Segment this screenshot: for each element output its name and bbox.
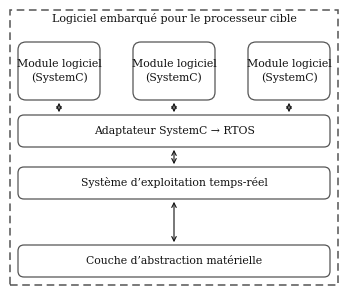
FancyBboxPatch shape bbox=[248, 42, 330, 100]
FancyBboxPatch shape bbox=[18, 167, 330, 199]
FancyBboxPatch shape bbox=[18, 115, 330, 147]
Text: Système d’exploitation temps-réel: Système d’exploitation temps-réel bbox=[81, 178, 267, 189]
Text: Logiciel embarqué pour le processeur cible: Logiciel embarqué pour le processeur cib… bbox=[52, 14, 296, 24]
Text: Module logiciel
(SystemC): Module logiciel (SystemC) bbox=[247, 59, 331, 83]
FancyBboxPatch shape bbox=[18, 42, 100, 100]
Text: Module logiciel
(SystemC): Module logiciel (SystemC) bbox=[132, 59, 216, 83]
FancyBboxPatch shape bbox=[133, 42, 215, 100]
Text: Module logiciel
(SystemC): Module logiciel (SystemC) bbox=[17, 59, 101, 83]
Text: Adaptateur SystemC → RTOS: Adaptateur SystemC → RTOS bbox=[94, 126, 254, 136]
FancyBboxPatch shape bbox=[18, 245, 330, 277]
Text: Couche d’abstraction matérielle: Couche d’abstraction matérielle bbox=[86, 256, 262, 266]
